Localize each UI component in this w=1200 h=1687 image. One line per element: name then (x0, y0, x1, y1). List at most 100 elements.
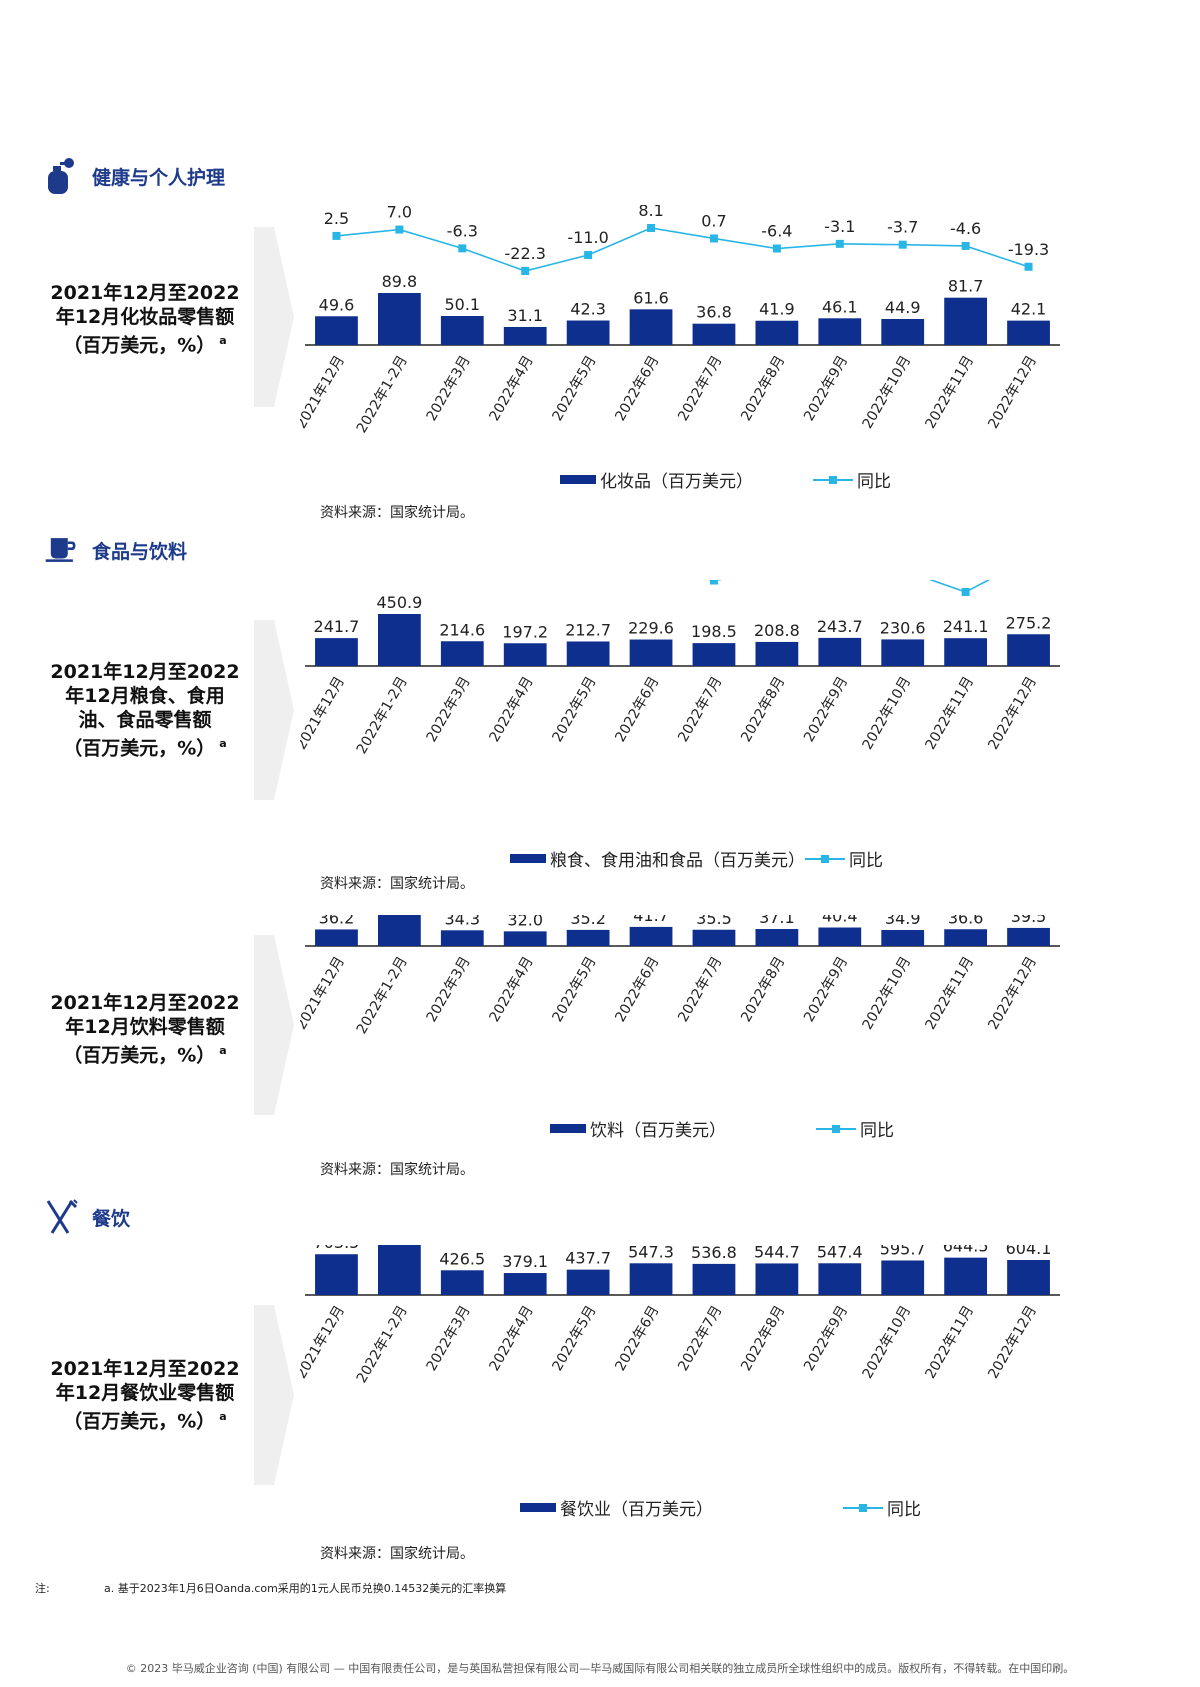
bar-data-label: 379.1 (502, 1252, 548, 1271)
bar (755, 320, 799, 345)
chart-legend: 餐饮业（百万美元） 同比 (520, 1495, 921, 1520)
x-tick-label: 2022年5月 (549, 954, 599, 1025)
line-point (709, 234, 718, 243)
bar (629, 309, 673, 345)
bar (440, 315, 484, 345)
line-data-label: -11.0 (567, 228, 608, 247)
line-data-label: 8.1 (638, 205, 663, 220)
chart-legend: 化妆品（百万美元） 同比 (560, 467, 891, 492)
x-tick-label: 2022年1-2月 (354, 954, 411, 1037)
x-tick-label: 2022年11月 (923, 674, 978, 753)
bar-data-label: 214.6 (439, 620, 485, 639)
bar-data-label: 40.4 (822, 915, 858, 926)
bar-line-chart-beverage: 36.212.62021年12月69.911.42022年1-2月34.312.… (300, 915, 1060, 1037)
note-label: 注: (35, 1582, 50, 1595)
x-tick-label: 2022年9月 (801, 353, 851, 424)
bar (629, 639, 673, 666)
bar (818, 927, 862, 946)
x-tick-label: 2022年12月 (985, 954, 1040, 1033)
source-note: 资料来源：国家统计局。 (320, 1546, 474, 1562)
section-chevron (254, 935, 294, 1115)
legend-item-line: 同比 (813, 467, 891, 492)
bar-data-label: 241.7 (314, 617, 360, 636)
coffee-cup-icon (44, 530, 78, 570)
x-tick-label: 2022年3月 (424, 353, 474, 424)
chart-side-title: 2021年12月至2022 年12月化妆品零售额 （百万美元，%） a (50, 282, 240, 357)
x-tick-label: 2022年8月 (738, 1303, 788, 1374)
bar (944, 929, 988, 946)
bar (818, 1263, 862, 1295)
x-tick-label: 2022年4月 (487, 353, 537, 424)
chart-legend: 饮料（百万美元） 同比 (550, 1116, 894, 1141)
x-tick-label: 2022年5月 (549, 674, 599, 745)
bar (692, 323, 736, 345)
bar (881, 930, 925, 946)
line-point (647, 224, 656, 232)
x-tick-label: 2022年8月 (738, 954, 788, 1025)
bar-data-label: 36.8 (696, 303, 732, 322)
bar (881, 1260, 925, 1295)
bar (315, 638, 358, 666)
bar (566, 1269, 610, 1295)
bar-data-label: 41.9 (759, 300, 795, 319)
section-title: 健康与个人护理 (92, 166, 226, 189)
x-tick-label: 2022年1-2月 (354, 1303, 411, 1386)
legend-bar-swatch (510, 854, 546, 863)
bar (440, 641, 484, 666)
bar-data-label: 36.6 (948, 915, 984, 927)
bar-data-label: 34.3 (444, 915, 480, 928)
section-title: 食品与饮料 (92, 540, 188, 563)
bar-data-label: 32.0 (507, 915, 543, 929)
legend-item-bar: 粮食、食用油和食品（百万美元） (510, 846, 805, 871)
bar (440, 1270, 484, 1295)
section-chevron (254, 227, 294, 407)
bar-data-label: 34.9 (885, 915, 921, 928)
bar (503, 643, 547, 666)
bar-line-chart-grain: 241.711.32021年12月450.97.92022年1-2月214.61… (300, 580, 1060, 757)
bar-line-chart-dining: 703.5-2.22021年12月1,121.68.92022年1-2月426.… (300, 1245, 1060, 1386)
bar (315, 1254, 358, 1295)
copyright-footer: © 2023 毕马威企业咨询 (中国) 有限公司 — 中国有限责任公司，是与英国… (125, 1662, 1075, 1675)
bar (818, 318, 862, 345)
chart-side-title: 2021年12月至2022 年12月饮料零售额 （百万美元，%） a (50, 992, 240, 1067)
bar-data-label: 536.8 (691, 1245, 737, 1262)
bar-data-label: 229.6 (628, 619, 674, 638)
line-point (1024, 262, 1033, 271)
bar-data-label: 604.1 (1006, 1245, 1052, 1258)
line-data-label: -3.7 (887, 218, 918, 237)
line-data-label: 2.5 (324, 209, 349, 228)
bar-data-label: 547.4 (817, 1245, 863, 1261)
line-point (709, 580, 718, 585)
legend-item-line: 同比 (805, 846, 883, 871)
x-tick-label: 2022年12月 (985, 674, 1040, 753)
note-text: a. 基于2023年1月6日Oanda.com采用的1元人民币兑换0.14532… (104, 1582, 507, 1595)
bar-data-label: 36.2 (319, 915, 355, 927)
bar (377, 293, 421, 345)
bar-data-label: 35.5 (696, 915, 732, 928)
bar (944, 1257, 988, 1295)
bar (629, 926, 673, 946)
bar-data-label: 208.8 (754, 621, 800, 640)
bar (377, 915, 421, 946)
x-tick-label: 2021年12月 (300, 353, 348, 432)
legend-line-swatch (816, 1124, 856, 1133)
bar (881, 639, 925, 666)
bar (315, 316, 358, 345)
x-tick-label: 2022年7月 (675, 954, 725, 1025)
bar-data-label: 61.6 (633, 288, 669, 307)
line-data-label: -6.3 (447, 221, 478, 240)
x-tick-label: 2021年12月 (300, 954, 348, 1033)
source-note: 资料来源：国家统计局。 (320, 505, 474, 521)
bar-data-label: 41.7 (633, 915, 669, 925)
x-tick-label: 2022年5月 (549, 1303, 599, 1374)
bar-data-label: 450.9 (376, 593, 422, 612)
bar (503, 326, 547, 345)
bar-data-label: 212.7 (565, 620, 611, 639)
x-tick-label: 2022年12月 (985, 353, 1040, 432)
bar-data-label: 42.1 (1011, 300, 1047, 319)
x-tick-label: 2022年5月 (549, 353, 599, 424)
legend-item-line: 同比 (843, 1495, 921, 1520)
bar-data-label: 426.5 (439, 1249, 485, 1268)
bar-data-label: 198.5 (691, 622, 737, 641)
line-data-label: -22.3 (505, 244, 546, 263)
